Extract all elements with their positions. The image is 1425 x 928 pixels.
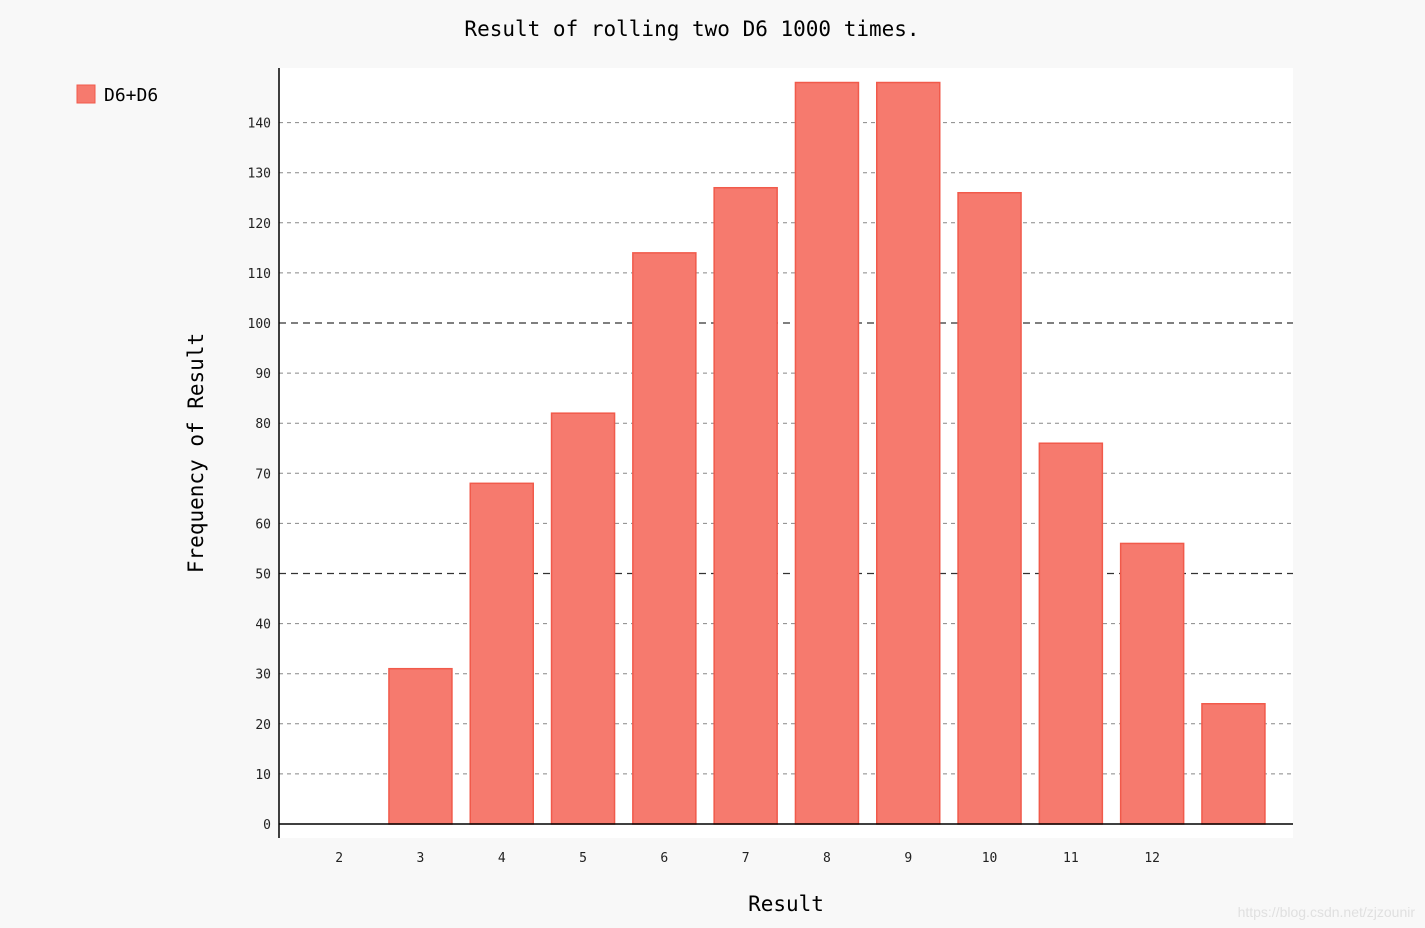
bar xyxy=(794,81,860,825)
y-tick-label: 80 xyxy=(255,417,271,432)
x-tick-label: 6 xyxy=(660,851,668,866)
x-axis-label: Result xyxy=(748,892,824,916)
y-tick-label: 120 xyxy=(248,217,271,232)
legend-swatch xyxy=(76,84,96,104)
bar xyxy=(388,667,453,825)
bar xyxy=(1038,442,1104,825)
x-tick-label: 9 xyxy=(904,851,912,866)
x-tick-label: 10 xyxy=(982,851,998,866)
bar xyxy=(713,186,778,825)
y-tick-label: 30 xyxy=(255,668,271,683)
y-tick-label: 100 xyxy=(248,317,271,332)
y-tick-label: 40 xyxy=(255,618,271,633)
y-tick-label: 0 xyxy=(263,818,271,833)
legend-label: D6+D6 xyxy=(104,85,158,106)
bar xyxy=(1201,703,1266,825)
y-tick-label: 20 xyxy=(255,718,271,733)
y-axis-label: Frequency of Result xyxy=(184,333,208,573)
bar xyxy=(632,252,697,825)
x-tick-label: 3 xyxy=(417,851,425,866)
bar xyxy=(469,482,534,825)
chart-title: Result of rolling two D6 1000 times. xyxy=(464,17,919,41)
x-tick-label: 12 xyxy=(1144,851,1160,866)
y-tick-label: 90 xyxy=(255,367,271,382)
x-tick-label: 7 xyxy=(742,851,750,866)
bar xyxy=(876,81,941,825)
x-tick-label: 4 xyxy=(498,851,506,866)
y-tick-label: 10 xyxy=(255,768,271,783)
watermark: https://blog.csdn.net/zjzounir xyxy=(1237,904,1415,920)
y-tick-label: 140 xyxy=(248,117,271,132)
x-tick-label: 5 xyxy=(579,851,587,866)
x-tick-label: 2 xyxy=(335,851,343,866)
legend[interactable]: D6+D6 xyxy=(76,84,158,106)
bar xyxy=(550,412,616,825)
y-tick-label: 60 xyxy=(255,517,271,532)
y-tick-label: 50 xyxy=(255,568,271,583)
y-tick-label: 110 xyxy=(248,267,271,282)
bar xyxy=(957,191,1022,825)
x-tick-label: 11 xyxy=(1063,851,1079,866)
y-tick-label: 70 xyxy=(255,467,271,482)
y-tick-label: 130 xyxy=(248,167,271,182)
bar xyxy=(1119,542,1185,825)
x-tick-label: 8 xyxy=(823,851,831,866)
